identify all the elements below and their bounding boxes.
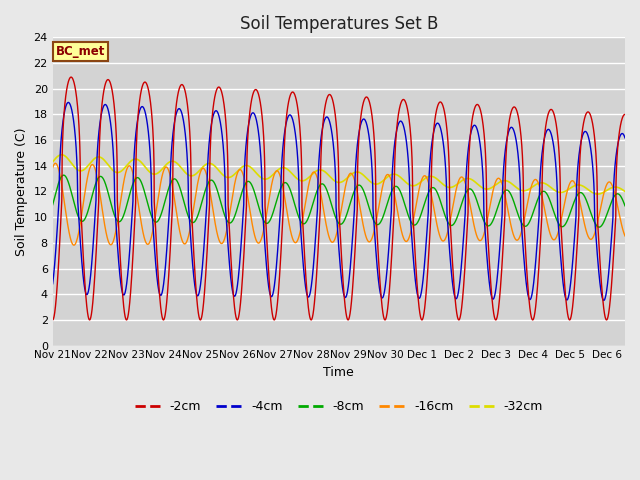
- Legend: -2cm, -4cm, -8cm, -16cm, -32cm: -2cm, -4cm, -8cm, -16cm, -32cm: [130, 395, 548, 418]
- Title: Soil Temperatures Set B: Soil Temperatures Set B: [239, 15, 438, 33]
- X-axis label: Time: Time: [323, 366, 354, 379]
- Text: BC_met: BC_met: [56, 45, 105, 58]
- Y-axis label: Soil Temperature (C): Soil Temperature (C): [15, 127, 28, 256]
